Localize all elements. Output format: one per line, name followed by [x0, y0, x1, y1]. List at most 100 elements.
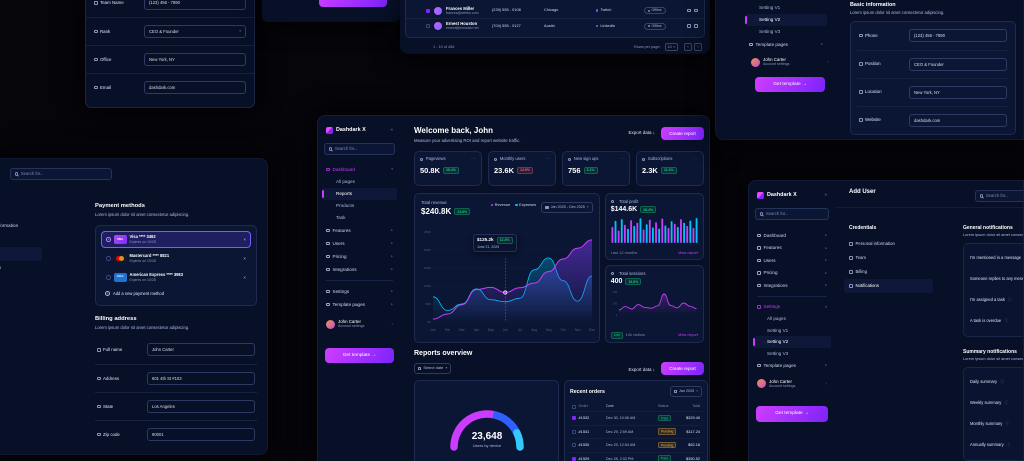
row-checkbox[interactable]	[572, 429, 576, 434]
get-template-button[interactable]: Get template →	[325, 348, 394, 363]
settings-menu-item[interactable]: Team	[0, 233, 42, 247]
form-input[interactable]: dashdark.com	[909, 113, 1007, 127]
sidebar-nav-item[interactable]: Task	[322, 212, 397, 224]
credentials-item[interactable]: Billing	[844, 265, 933, 279]
add-payment-method-button[interactable]: + Add a new payment method	[101, 288, 251, 300]
search-input[interactable]: Search for...	[975, 190, 1023, 202]
logo[interactable]: Dashdark X «	[749, 189, 835, 201]
view-report-link[interactable]: View report	[677, 249, 698, 255]
edit-icon[interactable]	[687, 8, 692, 13]
sidebar-nav-item[interactable]: Template pages ▸	[745, 38, 827, 51]
row-checkbox[interactable]	[572, 416, 576, 421]
payment-method-row[interactable]: AMEX American Express **** 3983 Expires …	[101, 269, 251, 286]
notification-toggle-row[interactable]: Annually summary ⓘ	[970, 435, 1023, 456]
form-input[interactable]: 601 4th St #103	[147, 371, 255, 385]
table-row[interactable]: Frances Miller frances@weblio.com (239) …	[406, 3, 704, 18]
notification-toggle-row[interactable]: I'm assigned a task ⓘ	[970, 290, 1023, 311]
create-report-button[interactable]: Create report	[661, 362, 704, 376]
payment-method-row[interactable]: VISA Visa **** 3492 Expires on 10/28 ×	[101, 230, 251, 248]
radio-icon[interactable]	[106, 256, 111, 261]
sidebar-nav-item[interactable]: Template pages ▸	[753, 359, 831, 372]
profile[interactable]: John Carter Account settings ›	[741, 54, 831, 70]
sidebar-nav-item[interactable]: Dashboard ▾	[322, 163, 397, 176]
row-checkbox[interactable]	[572, 443, 576, 448]
sidebar-nav-item[interactable]: Setting V2	[753, 336, 831, 348]
collapse-icon[interactable]: «	[824, 192, 827, 198]
more-menu-icon[interactable]: ···	[618, 155, 624, 161]
sidebar-nav-item[interactable]: Integrations ▸	[322, 263, 397, 276]
prev-page-button[interactable]: ‹	[684, 43, 692, 51]
sidebar-nav-item[interactable]: All pages	[753, 313, 831, 325]
sidebar-nav-item[interactable]: Features ▸	[753, 242, 831, 255]
select-date-dropdown[interactable]: Select date ▾	[414, 363, 452, 375]
more-menu-icon[interactable]: ···	[470, 155, 476, 161]
settings-menu-item[interactable]: Billing	[0, 247, 42, 261]
sidebar-nav-item[interactable]: Users ▸	[753, 254, 831, 267]
get-template-button[interactable]: Get template →	[756, 405, 828, 422]
credentials-item[interactable]: Personal information	[844, 237, 933, 251]
form-input[interactable]: New York, NY	[144, 53, 246, 66]
create-report-button[interactable]: Create report	[661, 127, 704, 140]
delete-icon[interactable]	[694, 24, 698, 28]
get-template-button[interactable]: Get template →	[755, 77, 825, 92]
order-row[interactable]: #1529 Dec 28, 2:32 PM Paid $350.52	[570, 451, 703, 461]
sidebar-nav-item[interactable]: Users ▸	[322, 237, 397, 250]
radio-icon[interactable]	[106, 275, 111, 280]
table-row[interactable]: Ernest Houston ernest@mosciski.net (704)…	[406, 18, 704, 33]
more-menu-icon[interactable]: ···	[544, 155, 550, 161]
stat-card[interactable]: Pageviews ··· 50.8K 28.4%	[414, 150, 482, 186]
credentials-item[interactable]: Notifications	[844, 279, 933, 293]
sidebar-nav-item[interactable]: Products	[322, 200, 397, 212]
notification-toggle-row[interactable]: Weekly summary ⓘ	[970, 393, 1023, 414]
sidebar-nav-item[interactable]: Dashboard ▸	[753, 229, 831, 242]
select-all-checkbox[interactable]	[572, 404, 576, 409]
form-input[interactable]: New York, NY	[909, 85, 1007, 99]
sidebar-nav-item[interactable]: Features ▸	[322, 224, 397, 237]
export-data-button[interactable]: Export data ↓	[628, 130, 655, 135]
notification-toggle-row[interactable]: Someone replies to any message ⓘ	[970, 269, 1023, 290]
close-icon[interactable]: ×	[243, 255, 246, 261]
search-input[interactable]: Search for...	[755, 208, 829, 220]
sidebar-nav-item[interactable]: Setting V1	[745, 2, 827, 14]
payment-method-row[interactable]: Mastercard **** 8821 Expires on 10/28 ×	[101, 250, 251, 267]
form-input[interactable]: CEO & Founder ▾	[144, 25, 246, 38]
form-input[interactable]: John Carter	[147, 343, 255, 357]
row-checkbox[interactable]	[426, 24, 430, 28]
search-input[interactable]: Search for...	[324, 143, 395, 155]
sidebar-nav-item[interactable]: Setting V2	[745, 14, 827, 26]
sidebar-nav-item[interactable]: Integrations ▸	[753, 279, 831, 292]
form-input[interactable]: dashdark.com	[144, 81, 246, 94]
stat-card[interactable]: New sign ups ··· 756 3.1%	[562, 150, 630, 186]
get-template-button[interactable]: Get template →	[319, 0, 387, 7]
orders-range-select[interactable]: Jan 2025 ▾	[669, 386, 703, 398]
settings-menu-item[interactable]: Notifications	[0, 261, 42, 275]
delete-icon[interactable]	[694, 8, 698, 13]
export-data-button[interactable]: Export data ↓	[628, 366, 655, 372]
view-report-link[interactable]: View report	[677, 331, 698, 337]
sidebar-nav-item[interactable]: Pricing ▸	[322, 250, 397, 263]
sidebar-nav-item[interactable]: Pricing ▸	[753, 267, 831, 280]
order-row[interactable]: #1531 Dec 29, 2:59 AM Pending $117.24	[570, 424, 703, 439]
date-range-select[interactable]: Jan 2025 - Dec 2025 ▾	[541, 201, 593, 213]
form-input[interactable]: (123) 456 - 7890	[144, 0, 246, 10]
order-row[interactable]: #1532 Dec 30, 10:06 AM Paid $329.40	[570, 411, 703, 425]
more-menu-icon[interactable]: ···	[692, 155, 698, 161]
profile[interactable]: John Carter Account settings ›	[749, 376, 835, 392]
next-page-button[interactable]: ›	[694, 43, 702, 51]
radio-icon[interactable]	[106, 237, 111, 242]
sidebar-nav-item[interactable]: Template pages ▸	[322, 298, 397, 311]
logo[interactable]: Dashdark X «	[318, 124, 401, 136]
collapse-icon[interactable]: «	[390, 127, 393, 133]
row-checkbox[interactable]	[426, 8, 430, 13]
form-input[interactable]: CEO & Founder	[909, 57, 1007, 71]
stat-card[interactable]: Subscriptions ··· 2.3K 11.3%	[636, 150, 704, 186]
close-icon[interactable]: ×	[243, 236, 246, 242]
search-input[interactable]: Search for...	[10, 168, 112, 180]
form-input[interactable]: (123) 456 - 7890	[909, 29, 1007, 43]
edit-icon[interactable]	[687, 24, 692, 28]
profile[interactable]: John Carter Account settings ›	[318, 316, 401, 332]
form-input[interactable]: 90001	[147, 427, 255, 441]
row-checkbox[interactable]	[572, 456, 576, 461]
close-icon[interactable]: ×	[243, 274, 246, 280]
sidebar-nav-item[interactable]: All pages	[322, 176, 397, 188]
